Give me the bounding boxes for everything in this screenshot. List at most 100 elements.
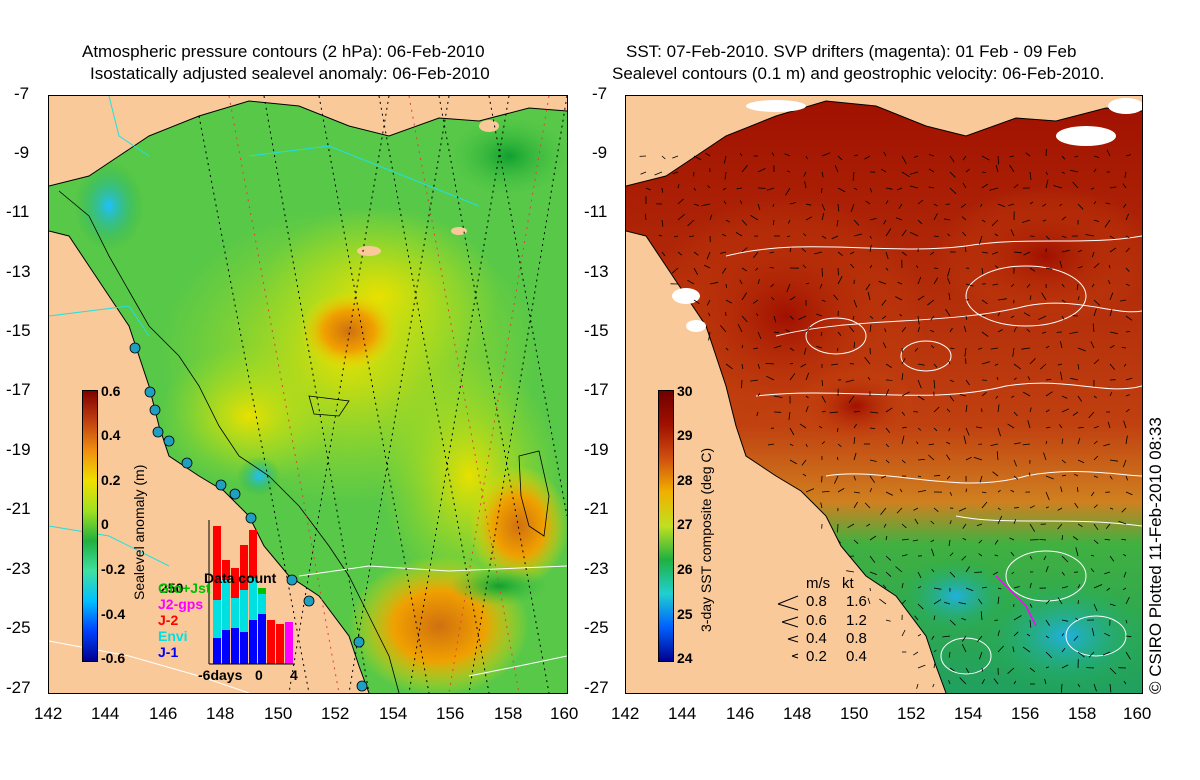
sealevel-colorbar-label: -0.2	[101, 561, 126, 577]
velocity-arrow	[901, 229, 907, 237]
velocity-arrow	[965, 566, 970, 573]
velocity-arrow	[917, 379, 922, 389]
velocity-arrow	[930, 539, 935, 543]
velocity-arrow	[895, 296, 903, 301]
velocity-arrow	[1093, 168, 1097, 173]
velocity-arrow	[1028, 472, 1031, 477]
velocity-arrow	[1057, 597, 1063, 605]
velocity-arrow	[757, 203, 761, 211]
velocity-arrow	[853, 539, 859, 544]
velocity-arrow	[1122, 587, 1127, 591]
velocity-arrow	[1057, 507, 1063, 511]
velocity-arrow	[703, 264, 711, 269]
velocity-arrow	[869, 411, 879, 414]
velocity-arrow	[1109, 391, 1113, 397]
velocity-arrow	[1105, 523, 1111, 530]
velocity-arrow	[917, 586, 922, 589]
velocity-arrow	[869, 427, 876, 429]
velocity-arrow	[725, 363, 733, 370]
velocity-arrow	[883, 219, 887, 225]
left-y-tick: -27	[6, 678, 31, 697]
velocity-arrow	[864, 356, 871, 365]
velocity-arrow	[789, 373, 796, 381]
velocity-arrow	[640, 171, 647, 175]
sealevel-anomaly-map	[48, 95, 568, 694]
velocity-arrow	[965, 587, 974, 592]
velocity-arrow	[769, 251, 775, 254]
velocity-arrow	[869, 187, 873, 193]
velocity-arrow	[671, 267, 679, 274]
velocity-arrow	[895, 566, 903, 573]
velocity-arrow	[996, 376, 999, 381]
velocity-arrow	[1045, 619, 1050, 626]
velocity-arrow	[837, 155, 843, 161]
velocity-arrow	[991, 251, 999, 255]
velocity-arrow	[753, 251, 759, 259]
velocity-arrow	[708, 331, 711, 341]
velocity-arrow	[837, 251, 843, 257]
velocity-arrow	[917, 490, 927, 493]
velocity-arrow	[885, 535, 888, 541]
velocity-arrow	[885, 251, 889, 260]
velocity-arrow	[645, 187, 651, 191]
velocity-arrow	[1045, 651, 1053, 659]
velocity-arrow	[693, 155, 702, 161]
velocity-arrow	[1077, 427, 1084, 429]
velocity-arrow	[1109, 363, 1116, 371]
velocity-arrow	[1061, 459, 1066, 464]
velocity-arrow	[805, 405, 809, 413]
velocity-arrow	[1109, 292, 1114, 301]
velocity-arrow	[724, 171, 727, 180]
velocity-arrow	[661, 155, 666, 160]
sst-colorbar-label: 30	[677, 383, 693, 399]
velocity-arrow	[1061, 619, 1069, 622]
velocity-arrow	[929, 154, 935, 157]
velocity-arrow	[989, 187, 999, 191]
velocity-arrow	[661, 219, 664, 227]
left-x-tick: 160	[550, 704, 579, 723]
velocity-arrow	[772, 219, 775, 226]
velocity-arrow	[981, 361, 991, 365]
velocity-arrow	[909, 171, 919, 175]
velocity-arrow	[1093, 155, 1100, 158]
velocity-arrow	[899, 314, 903, 317]
velocity-arrow	[885, 619, 891, 622]
velocity-arrow	[917, 315, 920, 325]
sealevel-colorbar-label: 0.2	[101, 472, 121, 488]
velocity-arrow	[853, 154, 859, 157]
velocity-arrow	[1093, 523, 1099, 531]
velocity-arrow	[1102, 651, 1111, 656]
velocity-arrow	[962, 182, 967, 189]
velocity-arrow	[1013, 326, 1017, 333]
velocity-arrow	[994, 539, 999, 545]
velocity-arrow	[933, 599, 942, 605]
velocity-arrow	[834, 165, 839, 173]
velocity-arrow	[949, 619, 956, 626]
velocity-arrow	[896, 507, 903, 514]
velocity-arrow	[837, 523, 839, 533]
velocity-arrow	[852, 171, 855, 181]
velocity-arrow	[961, 635, 967, 642]
right-x-tick: 160	[1123, 704, 1152, 723]
right-y-tick: -11	[584, 202, 608, 221]
velocity-arrow	[965, 315, 968, 320]
velocity-arrow	[644, 214, 647, 221]
left-y-tick: -19	[6, 440, 31, 459]
velocity-arrow	[991, 219, 999, 227]
velocity-arrow	[1059, 341, 1063, 349]
velocity-arrow	[1013, 615, 1022, 621]
velocity-arrow	[1061, 571, 1065, 576]
velocity-arrow	[1061, 249, 1070, 253]
velocity-arrow	[1022, 443, 1031, 446]
velocity-arrow	[917, 276, 922, 285]
velocity-arrow	[973, 456, 983, 461]
velocity-arrow	[869, 488, 873, 493]
velocity-arrow	[1025, 152, 1031, 157]
left-x-tick: 154	[379, 704, 408, 723]
velocity-arrow	[757, 168, 766, 173]
velocity-arrow	[901, 155, 907, 164]
velocity-arrow	[1061, 155, 1066, 160]
velocity-arrow	[1075, 547, 1079, 557]
velocity-arrow	[805, 326, 811, 333]
velocity-arrow	[1109, 555, 1115, 562]
